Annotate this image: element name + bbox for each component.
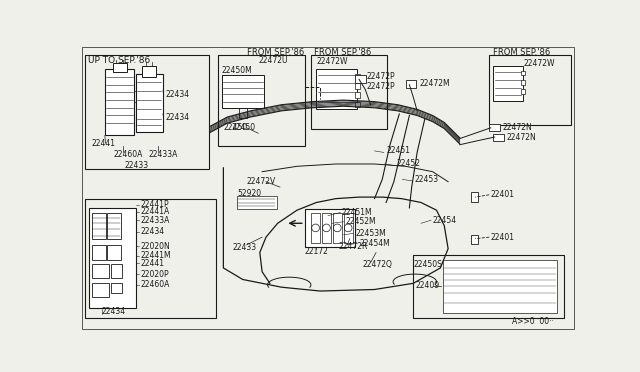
Bar — [316, 69, 356, 109]
Bar — [92, 212, 106, 240]
Bar — [92, 283, 109, 297]
Text: 22451M: 22451M — [342, 208, 372, 217]
Text: 22401: 22401 — [491, 190, 515, 199]
Bar — [105, 69, 134, 135]
Bar — [443, 260, 557, 312]
Bar — [85, 199, 216, 318]
Bar — [355, 92, 360, 98]
Text: 22172: 22172 — [305, 247, 328, 256]
Text: 22452: 22452 — [396, 160, 420, 169]
Text: A>>0  00··: A>>0 00·· — [513, 317, 554, 326]
Text: 22472M: 22472M — [419, 78, 450, 88]
Bar — [142, 66, 156, 77]
Text: 22472Q: 22472Q — [363, 260, 393, 269]
Bar — [111, 264, 122, 278]
Text: 22441: 22441 — [140, 259, 164, 268]
Bar — [90, 208, 136, 308]
Bar — [489, 124, 500, 131]
Text: 22441P: 22441P — [140, 200, 169, 209]
Text: 22472W: 22472W — [316, 57, 348, 66]
Text: FROM SEP.'86: FROM SEP.'86 — [493, 48, 550, 57]
Text: 22472U: 22472U — [259, 56, 288, 65]
Text: 22434: 22434 — [140, 227, 164, 236]
Text: 22441: 22441 — [92, 139, 116, 148]
Text: 22472R: 22472R — [338, 242, 367, 251]
Text: 22434: 22434 — [102, 307, 126, 316]
Text: 22453M: 22453M — [355, 229, 386, 238]
Text: 22450: 22450 — [223, 122, 248, 132]
Bar — [355, 83, 360, 89]
Bar — [493, 134, 504, 141]
Bar — [406, 80, 417, 88]
Text: 22460A: 22460A — [140, 280, 170, 289]
Text: 22434: 22434 — [165, 113, 189, 122]
Text: UP TO SEP.'86: UP TO SEP.'86 — [88, 56, 150, 65]
Text: 22441M: 22441M — [140, 251, 171, 260]
Bar — [92, 245, 106, 260]
Bar — [218, 55, 305, 146]
Bar — [305, 209, 355, 247]
Text: 22454M: 22454M — [359, 239, 390, 248]
Bar — [107, 245, 121, 260]
Text: 22472V: 22472V — [246, 177, 276, 186]
Bar — [355, 76, 366, 83]
Text: 22450: 22450 — [232, 123, 256, 132]
Text: 22472N: 22472N — [502, 122, 532, 132]
Text: 22472P: 22472P — [367, 73, 396, 81]
Text: 52920: 52920 — [237, 189, 262, 198]
Bar — [322, 212, 331, 243]
Text: 22409: 22409 — [415, 281, 440, 290]
Text: 22434: 22434 — [165, 90, 189, 99]
Bar — [311, 55, 387, 129]
Text: 22433A: 22433A — [140, 216, 170, 225]
Bar — [107, 212, 121, 240]
Bar — [355, 102, 360, 107]
Text: 22433A: 22433A — [148, 150, 177, 159]
Bar — [237, 196, 277, 209]
Text: 22453: 22453 — [415, 175, 439, 184]
Bar — [493, 66, 522, 101]
Text: 22472W: 22472W — [524, 60, 555, 68]
Text: 22450S: 22450S — [413, 260, 442, 269]
Bar — [311, 212, 320, 243]
Text: 22450M: 22450M — [222, 65, 253, 74]
Bar — [136, 74, 163, 132]
Text: 22472N: 22472N — [506, 132, 536, 141]
Text: 22401: 22401 — [491, 232, 515, 242]
Bar — [521, 89, 525, 94]
Bar — [489, 55, 571, 125]
Text: 22460A: 22460A — [113, 150, 143, 159]
Text: FROM SEP.'86: FROM SEP.'86 — [314, 48, 371, 57]
Text: 22454: 22454 — [433, 216, 457, 225]
Bar — [413, 255, 564, 318]
Bar — [113, 63, 127, 73]
Text: 22452M: 22452M — [345, 217, 376, 226]
Bar — [85, 55, 209, 169]
Text: 22433: 22433 — [233, 243, 257, 251]
Text: FROM SEP.'86: FROM SEP.'86 — [246, 48, 304, 57]
Text: 22472P: 22472P — [367, 83, 396, 92]
Bar — [92, 264, 109, 278]
Bar — [333, 212, 342, 243]
Bar — [111, 283, 122, 293]
Text: 22020N: 22020N — [140, 242, 170, 251]
Bar — [521, 80, 525, 85]
Bar — [222, 76, 264, 108]
Text: 22441A: 22441A — [140, 207, 170, 216]
Bar — [355, 74, 360, 79]
Bar — [521, 71, 525, 76]
Text: 22451: 22451 — [386, 147, 410, 155]
Bar — [344, 212, 353, 243]
Bar — [472, 192, 477, 202]
Text: 22433: 22433 — [125, 161, 149, 170]
Bar — [472, 235, 477, 244]
Text: 22020P: 22020P — [140, 270, 169, 279]
